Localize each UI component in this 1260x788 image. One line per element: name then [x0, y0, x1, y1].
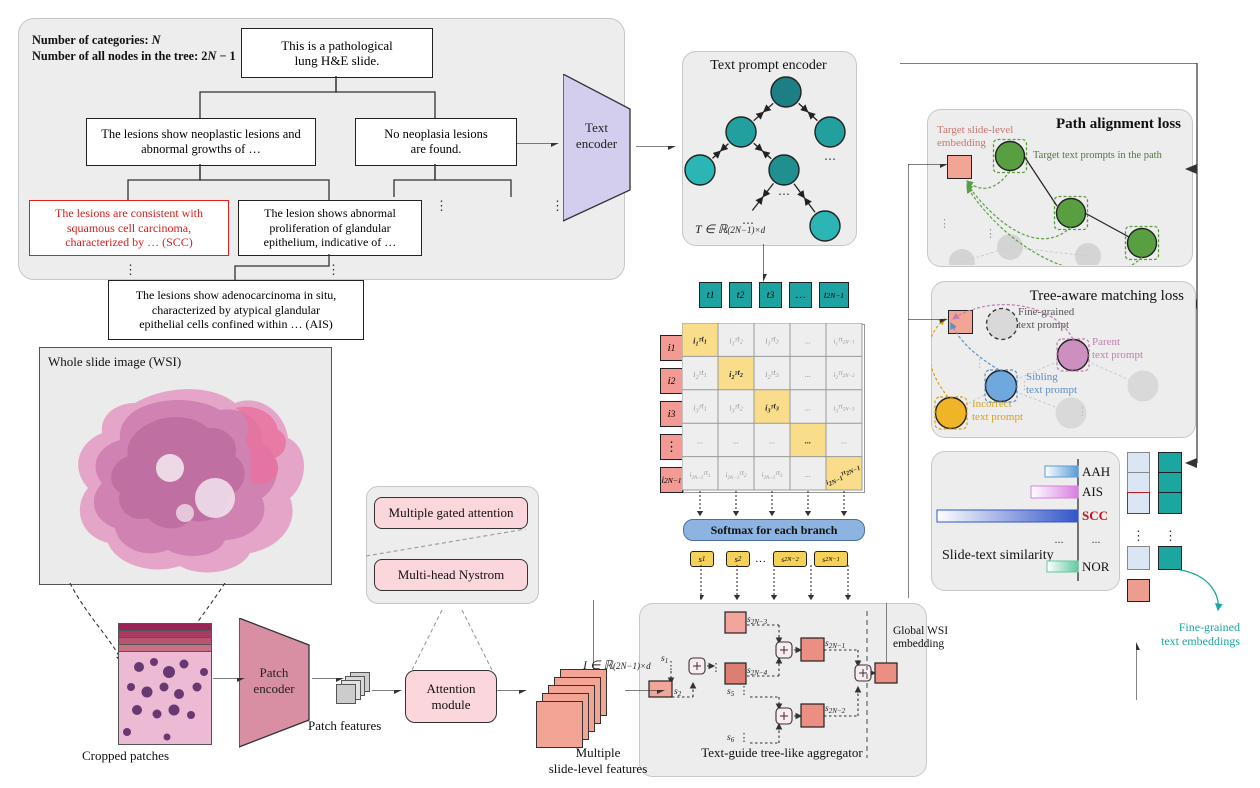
- svg-text:...: ...: [1055, 532, 1064, 546]
- svg-text:⋮: ⋮: [974, 358, 985, 370]
- svg-text:s2N−2: s2N−2: [825, 704, 846, 715]
- svg-text:⋮: ⋮: [739, 685, 750, 697]
- svg-text:...: ...: [697, 437, 703, 446]
- svg-text:⋯: ⋯: [824, 152, 836, 166]
- svg-text:...: ...: [733, 437, 739, 446]
- svg-text:...: ...: [805, 437, 811, 446]
- svg-text:...: ...: [805, 337, 811, 346]
- svg-text:⋮: ⋮: [739, 732, 750, 744]
- svg-text:s2: s2: [674, 687, 682, 698]
- svg-text:s5: s5: [727, 687, 735, 698]
- svg-text:⋯: ⋯: [778, 187, 790, 201]
- svg-text:⋮: ⋮: [1019, 380, 1030, 392]
- svg-text:...: ...: [805, 403, 811, 412]
- svg-text:...: ...: [805, 370, 811, 379]
- svg-text:⋮: ⋮: [666, 660, 677, 672]
- svg-text:...: ...: [841, 437, 847, 446]
- svg-text:s2N−1: s2N−1: [825, 639, 845, 650]
- svg-text:⋮: ⋮: [1077, 406, 1088, 418]
- svg-text:s6: s6: [727, 733, 735, 744]
- svg-text:s2N−3: s2N−3: [747, 615, 768, 626]
- svg-text:⋮: ⋮: [711, 662, 722, 674]
- svg-text:...: ...: [805, 470, 811, 479]
- svg-text:...: ...: [1092, 532, 1101, 546]
- svg-text:⋯: ⋯: [742, 216, 754, 230]
- svg-text:s2N−4: s2N−4: [747, 666, 768, 677]
- svg-text:...: ...: [769, 437, 775, 446]
